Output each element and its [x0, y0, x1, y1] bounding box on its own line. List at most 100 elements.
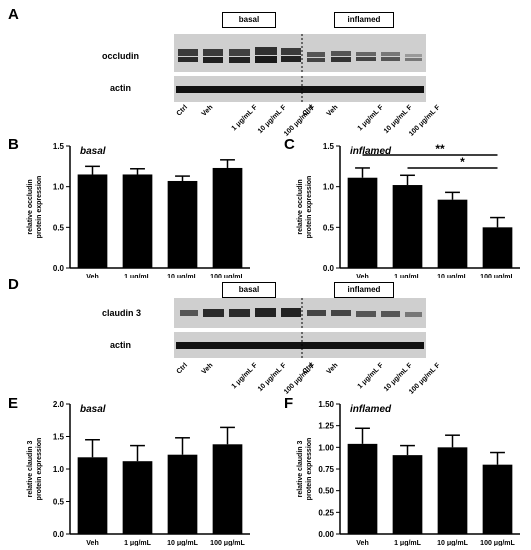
y-axis-label: relative claudin 3: [297, 440, 304, 497]
x-tick-label: 10 μg/mL: [437, 274, 468, 278]
bar: [77, 457, 108, 534]
blot-a-basal-box: basal: [222, 12, 276, 28]
bar-chart-f: 0.00 0.25 0.50 0.75 1.00 1.25 1.50 relative cla…: [297, 400, 520, 546]
x-tick-label: 1 μg/mL: [124, 540, 152, 546]
y-tick-label: 0.0: [53, 530, 65, 539]
y-tick-label: 1.5: [53, 142, 65, 151]
y-tick-label: 0.50: [318, 487, 334, 496]
blot-d-lane-label: Ctrl: [301, 362, 316, 376]
y-tick-label: 1.00: [318, 443, 334, 452]
x-tick-label: 100 μg/mL: [210, 540, 245, 546]
blot-d-basal-box: basal: [222, 282, 276, 298]
blot-a-lane-label: Veh: [325, 104, 340, 118]
blot-d-lane-label: 1 μg/mL F: [230, 362, 259, 391]
significance-label: **: [435, 142, 445, 156]
bar: [122, 461, 153, 534]
significance-label: *: [460, 155, 465, 169]
blot-a-occludin-strip: [174, 34, 426, 72]
blot-d-lane-label: 10 μg/mL F: [256, 362, 288, 394]
y-tick-label: 1.25: [318, 422, 334, 431]
blot-a-lane-label: 1 μg/mL F: [230, 104, 259, 133]
x-tick-label: 100 μg/mL: [210, 274, 245, 278]
chart-title: inflamed: [350, 146, 392, 157]
bar: [392, 185, 423, 268]
x-tick-label: Veh: [86, 274, 98, 278]
blot-a-lane-label: Veh: [200, 104, 215, 118]
y-tick-label: 2.0: [53, 400, 65, 409]
y-axis-label: relative occludin: [27, 179, 34, 234]
y-tick-label: 0.25: [318, 508, 334, 517]
blot-d-claudin3-strip: [174, 298, 426, 328]
bar: [212, 167, 243, 268]
blot-a-lane-label: Ctrl: [175, 104, 190, 118]
bar: [167, 454, 198, 534]
y-tick-label: 0.75: [318, 465, 334, 474]
y-axis-label: relative occludin: [297, 179, 304, 234]
x-tick-label: 10 μg/mL: [167, 274, 198, 278]
y-tick-label: 1.5: [323, 142, 335, 151]
y-tick-label: 1.0: [53, 183, 65, 192]
blot-d-row-label-actin: actin: [110, 340, 132, 350]
x-tick-label: Veh: [356, 274, 368, 278]
panel-letter-d: D: [8, 276, 19, 293]
blot-a-row-label-occludin: occludin: [102, 51, 140, 61]
x-tick-label: 100 μg/mL: [480, 274, 515, 278]
blot-d-claudin3-bands: [180, 298, 422, 328]
x-tick-label: Veh: [86, 540, 98, 546]
panel-letter-f: F: [284, 395, 294, 412]
y-tick-label: 0.5: [323, 223, 335, 232]
y-tick-label: 0.5: [53, 498, 65, 507]
bar-chart-c: 0.0 0.5 1.0 1.5 relative occludin protein exp…: [297, 142, 520, 278]
blot-a-inflamed-box: inflamed: [334, 12, 394, 28]
panel-letter-a: A: [8, 6, 19, 23]
bar: [437, 199, 468, 268]
panel-letter-c: C: [284, 136, 295, 153]
blot-a-actin-strip: [174, 76, 426, 102]
y-tick-label: 0.00: [318, 530, 334, 539]
y-tick-label: 0.0: [323, 264, 335, 273]
blot-d-lane-label: 1 μg/mL F: [356, 362, 385, 391]
blot-d-lane-label: Ctrl: [175, 362, 190, 376]
bar: [392, 455, 423, 534]
bar: [122, 174, 153, 268]
blot-d-row-label-claudin3: claudin 3: [102, 308, 142, 318]
chart-title: basal: [80, 404, 106, 415]
panel-letter-b: B: [8, 136, 19, 153]
y-tick-label: 1.50: [318, 400, 334, 409]
y-tick-label: 1.0: [323, 183, 335, 192]
x-tick-label: 10 μg/mL: [437, 540, 468, 546]
x-tick-label: 1 μg/mL: [124, 274, 152, 278]
x-tick-label: 1 μg/mL: [394, 274, 422, 278]
bar: [167, 180, 198, 268]
panel-letter-e: E: [8, 395, 19, 412]
x-tick-label: 10 μg/mL: [167, 540, 198, 546]
blot-d-actin-strip: [174, 332, 426, 358]
blot-a-row-label-actin: actin: [110, 83, 132, 93]
x-tick-label: 100 μg/mL: [480, 540, 515, 546]
bar-chart-b: 0.0 0.5 1.0 1.5 relative occludin protein exp…: [27, 142, 250, 278]
chart-title: basal: [80, 146, 106, 157]
x-tick-label: 1 μg/mL: [394, 540, 422, 546]
y-tick-label: 1.5: [53, 433, 65, 442]
bar: [347, 443, 378, 534]
blot-a-actin-bands: [176, 76, 424, 102]
bar: [482, 227, 513, 268]
blot-a-lane-label: 1 μg/mL F: [356, 104, 385, 133]
bar: [437, 447, 468, 534]
blot-d-inflamed-box: inflamed: [334, 282, 394, 298]
blot-a-occludin-bands: [178, 34, 422, 72]
y-tick-label: 0.5: [53, 223, 65, 232]
blot-a-lane-label: 10 μg/mL F: [256, 104, 288, 136]
y-tick-label: 1.0: [53, 465, 65, 474]
blot-a-lane-label: Ctrl: [301, 104, 316, 118]
bar: [77, 174, 108, 268]
blot-d-actin-bands: [176, 332, 424, 358]
bar: [482, 464, 513, 534]
bar: [347, 177, 378, 268]
y-tick-label: 0.0: [53, 264, 65, 273]
bar: [212, 444, 243, 534]
chart-title: inflamed: [350, 404, 392, 415]
blot-d-lane-label: Veh: [200, 362, 215, 376]
y-axis-label: relative claudin 3: [27, 440, 34, 497]
y-axis-label: protein expression: [306, 438, 313, 501]
